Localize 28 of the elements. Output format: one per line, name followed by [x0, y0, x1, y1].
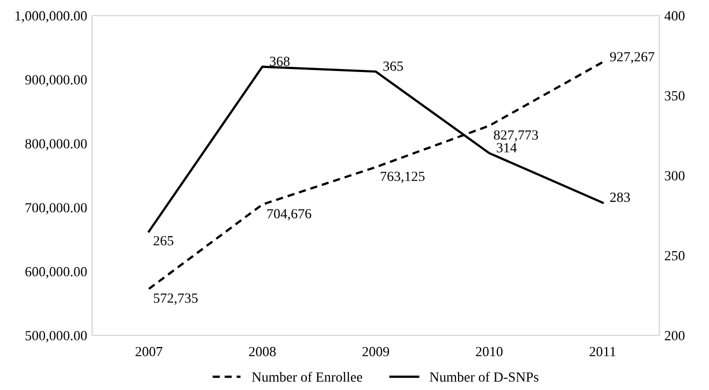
y-tick-label: 500,000.00	[26, 330, 87, 342]
x-tick-label: 2008	[249, 346, 276, 356]
data-label: 927,267	[610, 52, 654, 64]
x-tick-label: 2007	[136, 346, 162, 356]
data-label: 265	[154, 236, 174, 246]
y-tick-label: 600,000.00	[25, 267, 87, 278]
data-label: 763,125	[380, 172, 425, 184]
y2-tick-label: 200	[664, 330, 685, 340]
y2-tick-label: 300	[664, 171, 685, 180]
data-label: 283	[610, 192, 630, 202]
legend-label: Number of Enrollee	[252, 372, 362, 382]
x-tick-label: 2011	[590, 346, 616, 356]
y-tick-label: 700,000.00	[26, 203, 87, 214]
data-label: 368	[270, 56, 290, 66]
x-tick-label: 2010	[476, 346, 503, 356]
x-tick-label: 2009	[362, 346, 390, 356]
data-label: 572,735	[154, 293, 198, 305]
y2-tick-label: 400	[664, 11, 685, 21]
y-tick-label: 800,000.00	[25, 139, 87, 150]
data-label: 314	[496, 143, 517, 152]
legend-label: Number of D-SNPs	[430, 372, 538, 382]
y-tick-label: 1,000,000.00	[16, 11, 87, 23]
data-label: 704,676	[267, 209, 312, 220]
y-tick-label: 900,000.00	[25, 75, 87, 87]
data-label: 365	[383, 62, 404, 71]
y2-tick-label: 350	[664, 91, 685, 101]
y2-tick-label: 250	[664, 251, 685, 260]
data-label: 827,773	[494, 130, 538, 142]
